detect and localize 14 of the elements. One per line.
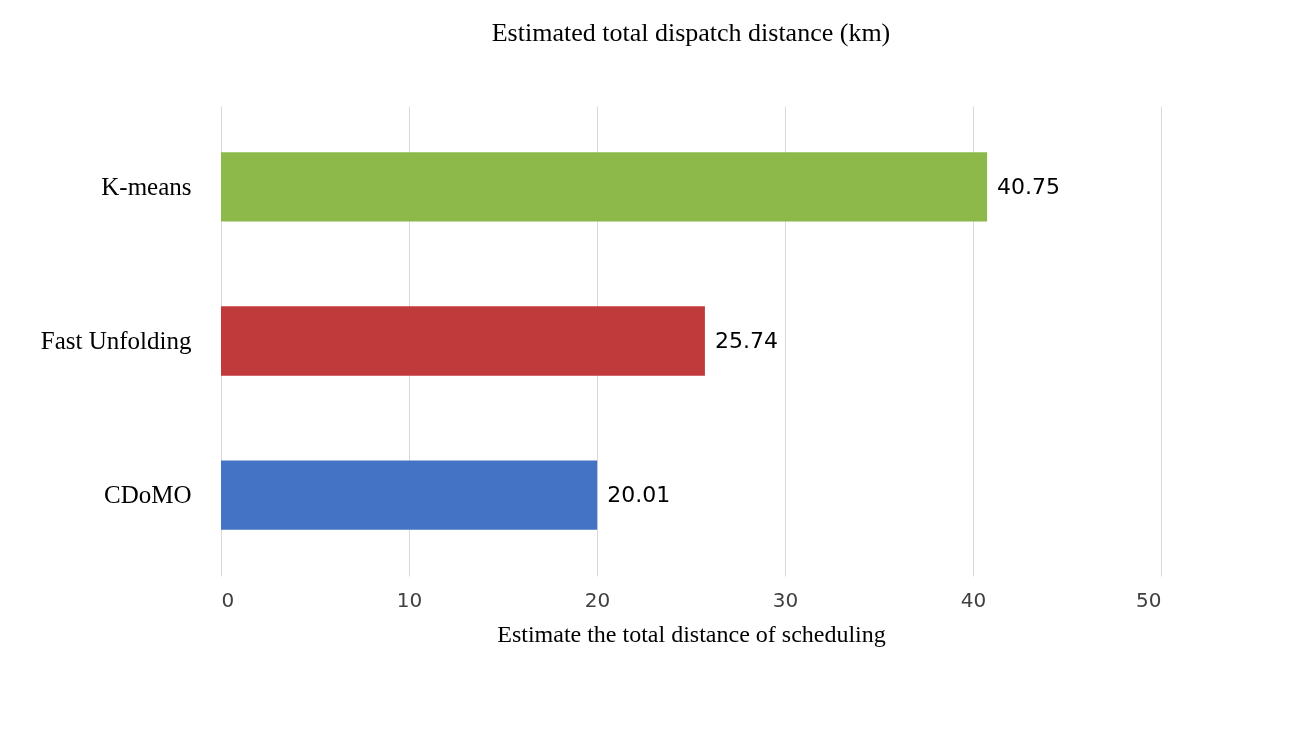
x-tick-label: 0 bbox=[221, 587, 235, 612]
x-tick-label: 30 bbox=[772, 587, 799, 612]
x-tick-label: 20 bbox=[584, 587, 611, 612]
y-tick-label: Fast Unfolding bbox=[40, 327, 192, 354]
x-tick-label: 10 bbox=[396, 587, 423, 612]
data-label: 40.75 bbox=[997, 173, 1061, 199]
chart-title: Estimated total dispatch distance (km) bbox=[491, 18, 891, 47]
data-label: 25.74 bbox=[714, 328, 778, 353]
y-tick-label: K-means bbox=[101, 172, 192, 200]
x-tick-label: 50 bbox=[1136, 587, 1162, 612]
data-label: 20.01 bbox=[607, 482, 671, 508]
x-axis-title: Estimate the total distance of scheduling bbox=[497, 620, 886, 647]
x-tick-label: 40 bbox=[960, 587, 987, 612]
y-tick-label: CDoMO bbox=[103, 481, 192, 509]
